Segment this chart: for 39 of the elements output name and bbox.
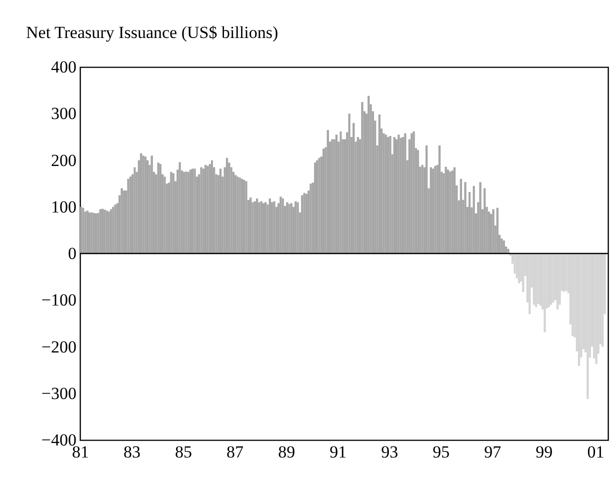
- bar: [479, 182, 482, 254]
- bar: [528, 254, 531, 314]
- y-tick-label: 300: [51, 104, 76, 124]
- bar: [472, 186, 475, 254]
- bar: [496, 208, 499, 254]
- x-tick-label: 93: [381, 442, 398, 462]
- y-tick-label: −100: [41, 290, 76, 310]
- bar: [464, 182, 466, 254]
- y-tick-label: 200: [51, 150, 76, 170]
- bar: [301, 195, 304, 254]
- x-tick-label: 01: [587, 442, 604, 462]
- bar: [514, 254, 516, 274]
- bar: [484, 188, 486, 254]
- x-tick-label: 95: [432, 442, 450, 462]
- x-tick-label: 87: [226, 442, 244, 462]
- x-tick-label: 85: [175, 442, 192, 462]
- bar: [602, 254, 604, 347]
- y-tick-label: −300: [41, 384, 76, 403]
- x-tick-label: 99: [536, 442, 553, 462]
- bar: [245, 181, 248, 254]
- bar: [426, 145, 428, 254]
- y-tick-label: 100: [51, 197, 76, 216]
- chart-title: Net Treasury Issuance (US$ billions): [26, 23, 278, 42]
- bar: [502, 240, 505, 254]
- bar: [492, 209, 494, 254]
- bar: [468, 192, 471, 254]
- y-tick-label: 400: [51, 58, 76, 76]
- x-tick-label: 83: [123, 442, 140, 462]
- bar: [544, 254, 546, 332]
- y-tick-label: 0: [68, 244, 76, 263]
- bar: [586, 254, 589, 399]
- bar: [522, 254, 524, 292]
- y-tick-label: −200: [41, 337, 76, 356]
- bar: [460, 178, 462, 254]
- x-tick-label: 89: [278, 442, 296, 462]
- bar: [243, 180, 246, 254]
- x-tick-label: 97: [484, 442, 502, 462]
- x-tick-label: 91: [330, 442, 347, 462]
- bar: [507, 248, 510, 254]
